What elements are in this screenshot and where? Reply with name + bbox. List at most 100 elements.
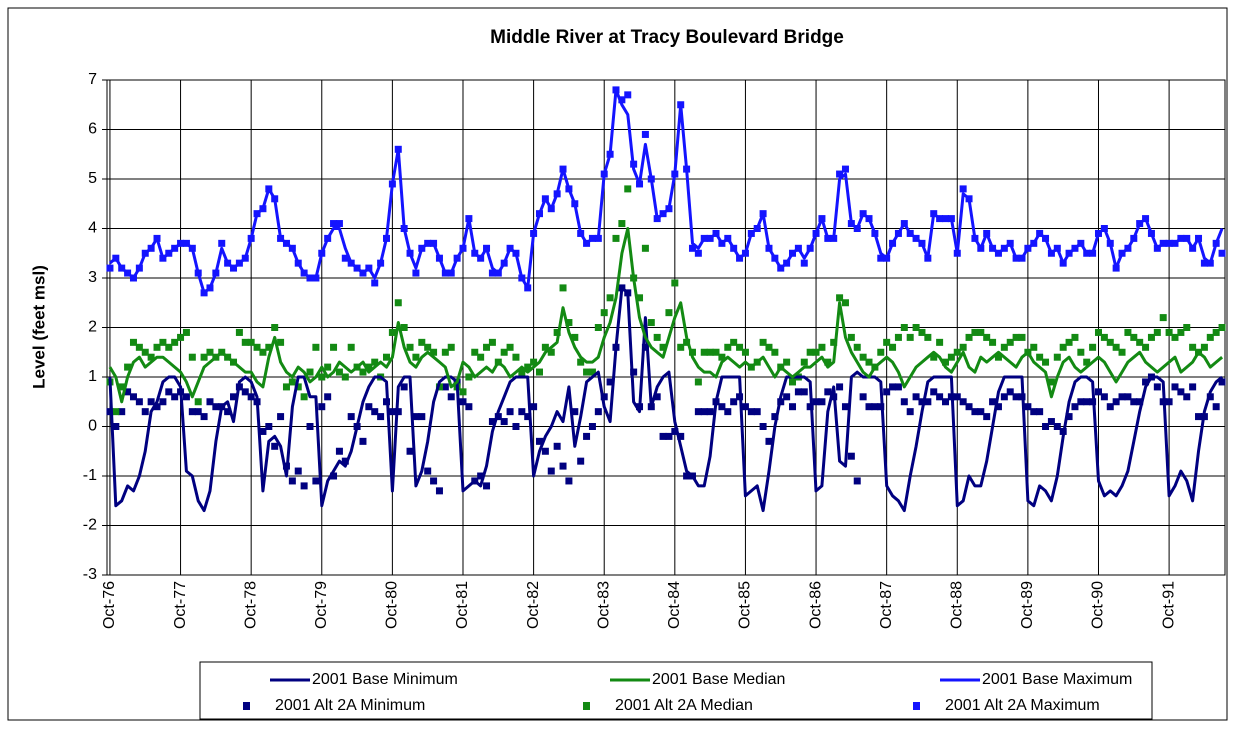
series-marker	[994, 353, 1002, 361]
series-marker	[942, 398, 949, 406]
series-marker	[1006, 388, 1014, 396]
series-marker	[830, 338, 838, 346]
series-marker	[694, 408, 702, 416]
series-line	[108, 88, 1224, 295]
series-marker	[312, 343, 320, 351]
series-marker	[106, 264, 114, 272]
series-marker	[412, 413, 420, 421]
series-marker	[506, 408, 514, 416]
series-marker	[1071, 403, 1079, 411]
series-marker	[712, 348, 720, 356]
series-marker	[1077, 398, 1085, 406]
series-marker	[300, 393, 308, 401]
series-marker	[335, 368, 343, 376]
series-marker	[924, 333, 932, 341]
series-marker	[365, 363, 373, 371]
series-marker	[1030, 343, 1038, 351]
series-marker	[847, 333, 855, 341]
series-marker	[1189, 383, 1197, 391]
series-marker	[853, 477, 861, 485]
series-marker	[483, 343, 491, 351]
series-marker	[483, 482, 491, 490]
series-marker	[535, 368, 543, 376]
series-marker	[1047, 418, 1055, 426]
series-marker	[1165, 398, 1173, 406]
y-tick-label: 0	[88, 418, 97, 435]
series-marker	[853, 343, 861, 351]
series-marker	[141, 348, 149, 356]
x-tick-label: Oct-76	[101, 581, 118, 629]
x-tick-label: Oct-88	[948, 581, 965, 629]
series-marker	[865, 358, 873, 366]
series-marker	[818, 343, 826, 351]
series-marker	[930, 353, 938, 361]
series-marker	[459, 398, 467, 406]
series-marker	[324, 363, 332, 371]
series-marker	[488, 418, 496, 426]
series-marker	[253, 343, 261, 351]
series-marker	[994, 403, 1002, 411]
series-marker	[930, 388, 938, 396]
series-marker	[824, 388, 832, 396]
series-line	[108, 227, 1224, 404]
series-marker	[741, 403, 749, 411]
series-marker	[135, 398, 143, 406]
series-marker	[394, 299, 402, 307]
series-marker	[200, 413, 208, 421]
series-marker	[1047, 378, 1055, 386]
series-marker	[883, 388, 891, 396]
series-marker	[624, 91, 632, 99]
series-marker	[618, 220, 626, 228]
series-marker	[783, 358, 791, 366]
series-marker	[600, 393, 608, 401]
series-marker	[959, 185, 967, 193]
series-marker	[441, 348, 449, 356]
series-marker	[1130, 398, 1138, 406]
series-marker	[512, 423, 520, 430]
y-tick-label: -1	[83, 467, 97, 484]
series-marker	[1012, 333, 1020, 341]
series-marker	[641, 343, 649, 351]
x-tick-label: Oct-91	[1160, 581, 1177, 629]
series-marker	[559, 462, 567, 470]
legend-label: 2001 Alt 2A Minimum	[275, 697, 425, 714]
series-marker	[783, 393, 791, 401]
series-marker	[694, 249, 702, 257]
series-marker	[271, 324, 279, 331]
series-marker	[1100, 333, 1108, 341]
series-marker	[906, 408, 914, 416]
series-marker	[953, 393, 961, 401]
series-marker	[1159, 314, 1167, 322]
series-marker	[959, 343, 967, 351]
y-tick-label: 3	[88, 269, 97, 286]
y-axis-label: Level (feet msl)	[29, 265, 48, 389]
series-marker	[936, 338, 944, 346]
series-marker	[653, 333, 661, 341]
series-marker	[824, 358, 832, 366]
series-marker	[836, 294, 844, 302]
series-marker	[671, 279, 679, 287]
series-marker	[759, 338, 767, 346]
series-marker	[441, 383, 449, 391]
series-marker	[541, 447, 549, 455]
series-marker	[1030, 408, 1038, 416]
series-marker	[406, 447, 414, 455]
series-marker	[318, 403, 326, 411]
series-marker	[947, 353, 955, 361]
series-marker	[724, 343, 732, 351]
series-marker	[565, 477, 573, 485]
series-marker	[989, 338, 997, 346]
series-marker	[736, 343, 744, 351]
series-marker	[641, 244, 649, 252]
x-tick-label: Oct-79	[313, 581, 330, 629]
series-marker	[365, 403, 373, 411]
series-marker	[1071, 333, 1079, 341]
series-marker	[553, 328, 561, 336]
series-marker	[1142, 378, 1150, 386]
series-marker	[153, 403, 161, 411]
series-marker	[359, 368, 367, 376]
series-marker	[965, 403, 973, 411]
series-marker	[1218, 324, 1226, 331]
series-marker	[765, 437, 773, 445]
